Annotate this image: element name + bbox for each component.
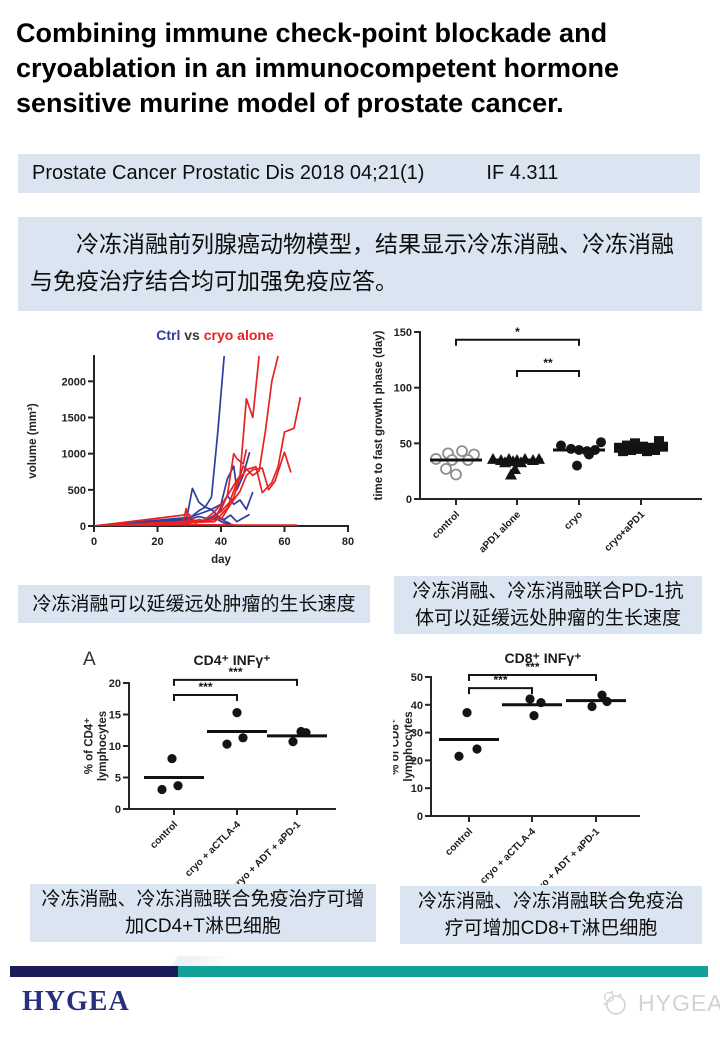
svg-text:2000: 2000 [62,376,86,388]
svg-text:1000: 1000 [62,449,86,461]
svg-text:5: 5 [115,773,121,785]
svg-text:60: 60 [278,536,290,548]
caption-cd8-increase: 冷冻消融、冷冻消融联合免疫治 疗可增加CD8+T淋巴细胞 [400,886,702,944]
svg-text:50: 50 [400,438,412,450]
svg-text:cryo + aCTLA-4: cryo + aCTLA-4 [478,826,538,885]
caption-line: 加CD4+T淋巴细胞 [125,916,281,937]
svg-text:control: control [430,509,462,541]
time-to-fast-growth-dotplot: 0 50 100 150 control aPD1 alone cryo cryo+aPD1 *… [368,316,718,578]
svg-text:*: * [515,325,520,339]
svg-text:Ctrl vs cryo alone: Ctrl vs cryo alone [156,327,274,343]
caption-line: 冷冻消融、冷冻消融联合PD-1抗 [412,581,684,602]
svg-text:A: A [83,649,96,670]
footer-accent-sliver [172,956,238,966]
caption-line: 冷冻消融可以延缓远处肿瘤的生长速度 [32,593,356,615]
svg-text:day: day [211,554,231,566]
svg-text:10: 10 [411,783,423,795]
svg-text:***: *** [525,660,539,674]
impact-factor: IF 4.311 [486,162,559,184]
svg-text:***: *** [228,665,242,679]
footer-bar-navy [10,966,178,977]
summary-text: 冷冻消融前列腺癌动物模型，结果显示冷冻消融、冷冻消融与免疫治疗结合均可加强免疫应… [30,231,674,295]
tumor-growth-line-chart: 0 20 40 60 80 0 500 1000 1500 2000 Ctrl vs cryo al… [10,320,362,572]
title-line-2: cryoablation in an immunocompetent hormo… [16,53,620,84]
svg-text:**: ** [543,356,553,370]
summary-box: 冷冻消融前列腺癌动物模型，结果显示冷冻消融、冷冻消融与免疫治疗结合均可加强免疫应… [18,217,702,311]
caption-line: 疗可增加CD8+T淋巴细胞 [444,918,658,939]
svg-text:0: 0 [80,521,86,533]
footer-bar-teal [178,966,708,977]
svg-text:20: 20 [411,755,423,767]
svg-text:CD4⁺ INFγ⁺: CD4⁺ INFγ⁺ [193,652,270,668]
svg-text:***: *** [198,680,212,694]
caption-cd4-increase: 冷冻消融、冷冻消融联合免疫治疗可增 加CD4+T淋巴细胞 [30,884,376,942]
caption-line: 冷冻消融、冷冻消融联合免疫治疗可增 [41,889,365,910]
svg-text:20: 20 [109,678,121,690]
svg-text:500: 500 [68,485,86,497]
journal-banner: Prostate Cancer Prostatic Dis 2018 04;21… [18,154,700,193]
svg-text:time to fast growth phase (day: time to fast growth phase (day) [373,330,385,500]
caption-line: 体可以延缓远处肿瘤的生长速度 [414,608,681,629]
svg-text:150: 150 [394,327,412,339]
title-line-1: Combining immune check-point blockade an… [16,18,608,48]
hygea-watermark: HYGEA [600,988,720,1018]
svg-text:cryo+aPD1: cryo+aPD1 [603,509,648,554]
svg-text:CD8⁺ INFγ⁺: CD8⁺ INFγ⁺ [504,650,581,666]
svg-text:cryo: cryo [562,509,585,532]
svg-text:80: 80 [342,536,354,548]
hygea-watermark-icon [603,990,626,1015]
svg-text:50: 50 [411,672,423,684]
svg-text:1500: 1500 [62,412,86,424]
svg-text:0: 0 [115,804,121,816]
svg-text:% of CD4⁺lymphocytes: % of CD4⁺lymphocytes [84,711,109,781]
caption-pd1-growth-rate: 冷冻消融、冷冻消融联合PD-1抗 体可以延缓远处肿瘤的生长速度 [394,576,702,634]
slide-title: Combining immune check-point blockade an… [16,16,708,121]
title-line-3: sensitive murine model of prostate cance… [16,88,564,119]
svg-text:cryo + ADT + aPD-1: cryo + ADT + aPD-1 [529,826,602,885]
journal-citation: Prostate Cancer Prostatic Dis 2018 04;21… [32,162,425,184]
svg-text:0: 0 [91,536,97,548]
svg-text:15: 15 [109,710,121,722]
svg-text:control: control [148,819,180,851]
svg-text:aPD1 alone: aPD1 alone [477,509,523,555]
svg-text:20: 20 [151,536,163,548]
hygea-logo-text: HYGEA [22,986,130,1017]
svg-text:10: 10 [109,741,121,753]
svg-text:100: 100 [394,383,412,395]
caption-line: 冷冻消融、冷冻消融联合免疫治 [417,891,684,912]
svg-text:30: 30 [411,728,423,740]
svg-text:40: 40 [411,700,423,712]
svg-text:40: 40 [215,536,227,548]
svg-text:***: *** [493,673,507,687]
svg-text:volume (mm³): volume (mm³) [27,403,39,479]
svg-text:% of CD8⁺lymphocytes: % of CD8⁺lymphocytes [393,711,415,781]
svg-text:0: 0 [417,811,423,823]
svg-text:control: control [443,826,475,858]
svg-text:cryo + aCTLA-4: cryo + aCTLA-4 [183,819,243,879]
caption-growth-rate: 冷冻消融可以延缓远处肿瘤的生长速度 [18,585,370,623]
hygea-watermark-text: HYGEA [638,989,720,1016]
svg-text:0: 0 [406,494,412,506]
